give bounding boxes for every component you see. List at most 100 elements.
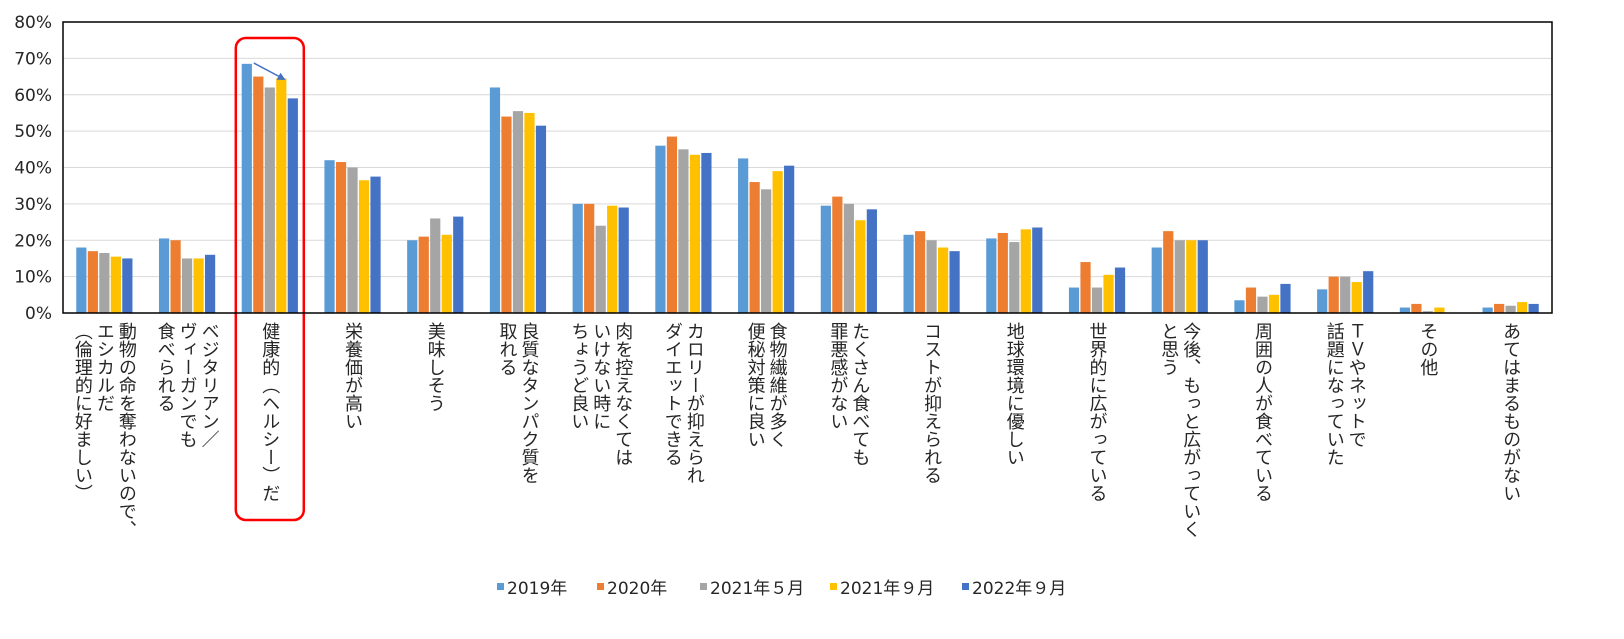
- bar: [749, 182, 760, 313]
- bar: [1328, 276, 1339, 313]
- bar: [1340, 276, 1351, 313]
- bar: [287, 98, 298, 313]
- y-tick-label: 0%: [25, 304, 52, 324]
- plot-frame: [62, 21, 1553, 314]
- trend-arrow: [253, 62, 286, 80]
- bar: [76, 247, 87, 313]
- bar: [595, 225, 606, 313]
- bar: [738, 158, 749, 313]
- legend-swatch: [962, 583, 969, 590]
- bar: [1505, 305, 1516, 313]
- legend: 2019年 2020年 2021年５月 2021年９月 2022年９月: [497, 579, 1066, 599]
- bar: [204, 254, 216, 313]
- x-category-label: コストが抑えられる: [921, 322, 942, 484]
- bar: [1482, 307, 1493, 313]
- x-category-label: エシカルだ: [94, 322, 115, 412]
- y-tick-label: 30%: [14, 195, 52, 215]
- bar: [535, 125, 547, 313]
- bar: [158, 238, 170, 313]
- bar: [1020, 229, 1031, 313]
- bar: [866, 209, 877, 313]
- x-category-label: その他: [1417, 322, 1438, 376]
- x-category-label: 今後、もっと広がっていく: [1180, 322, 1201, 538]
- x-category-label: いけない時に: [590, 322, 611, 430]
- bar: [1528, 303, 1539, 313]
- x-category-label: 良質なタンパク質を: [518, 322, 539, 484]
- x-category-label: 世界的に広がっている: [1087, 322, 1108, 502]
- bar: [1114, 267, 1126, 313]
- bar: [441, 234, 452, 313]
- x-category-label: ベジタリアン／: [199, 322, 220, 448]
- x-category-label: ちょうど良い: [568, 322, 589, 430]
- bar: [820, 205, 831, 313]
- bar: [430, 218, 441, 313]
- bar: [655, 145, 666, 313]
- x-category-label: 動物の命を奪わないので、: [116, 322, 137, 538]
- x-category-label: あてはまるものがない: [1500, 322, 1521, 502]
- x-category-label: ＴＶやネットで: [1346, 322, 1367, 448]
- bar: [843, 203, 854, 313]
- bar: [347, 167, 358, 313]
- x-category-label: 便秘対策に良い: [745, 322, 766, 448]
- bar: [949, 251, 960, 313]
- bar: [110, 256, 121, 313]
- bar: [1174, 240, 1185, 313]
- x-category-label: 食べられる: [155, 322, 176, 412]
- bars: [76, 63, 1539, 314]
- x-category-label: と思う: [1158, 322, 1179, 376]
- bar: [701, 152, 712, 313]
- bar: [914, 231, 926, 313]
- bar: [772, 171, 783, 313]
- bar: [1317, 289, 1328, 313]
- bar: [1032, 227, 1043, 313]
- bar: [453, 216, 464, 313]
- x-category-label: たくさん食べても: [849, 322, 870, 466]
- bar: [501, 116, 512, 313]
- bar: [666, 136, 678, 313]
- bar: [1151, 247, 1162, 313]
- y-tick-label: 60%: [14, 86, 52, 106]
- bar: [584, 203, 595, 313]
- bar: [512, 111, 524, 314]
- y-tick-label: 80%: [14, 13, 52, 33]
- legend-swatch: [830, 583, 837, 590]
- bar: [903, 234, 914, 313]
- y-tick-label: 20%: [14, 231, 52, 251]
- x-category-label: ヴィーガンでも: [177, 322, 198, 448]
- x-category-label: 健康的（ヘルシー）だ: [259, 322, 280, 502]
- bar: [1234, 300, 1245, 313]
- bar: [489, 87, 501, 313]
- x-category-label: 取れる: [496, 322, 517, 376]
- legend-label: 2020年: [607, 579, 667, 599]
- bar: [87, 251, 98, 313]
- bar: [1494, 303, 1505, 313]
- bar: [1009, 242, 1020, 313]
- bar: [1163, 231, 1174, 313]
- bar: [324, 160, 335, 313]
- bar: [997, 232, 1008, 313]
- bar: [407, 240, 418, 313]
- legend-swatch: [700, 583, 707, 590]
- y-tick-label: 40%: [14, 159, 52, 179]
- y-tick-label: 70%: [14, 49, 52, 69]
- bar: [1434, 307, 1445, 313]
- x-category-label: 美味しそう: [425, 322, 446, 412]
- bar: [1411, 303, 1422, 313]
- bar: [572, 203, 583, 313]
- bar: [678, 149, 689, 313]
- legend-label: 2021年９月: [840, 579, 934, 599]
- bar: [335, 162, 347, 313]
- bar: [1080, 262, 1091, 313]
- bar: [855, 220, 866, 313]
- legend-label: 2021年５月: [710, 579, 804, 599]
- bar: [181, 258, 193, 313]
- bar: [264, 87, 275, 313]
- bar: [937, 247, 949, 313]
- bar: [370, 176, 381, 313]
- legend-swatch: [497, 583, 504, 590]
- bar: [1399, 307, 1411, 313]
- bar: [99, 252, 110, 313]
- bar: [926, 240, 937, 313]
- x-category-label: ダイエットできる: [662, 322, 683, 466]
